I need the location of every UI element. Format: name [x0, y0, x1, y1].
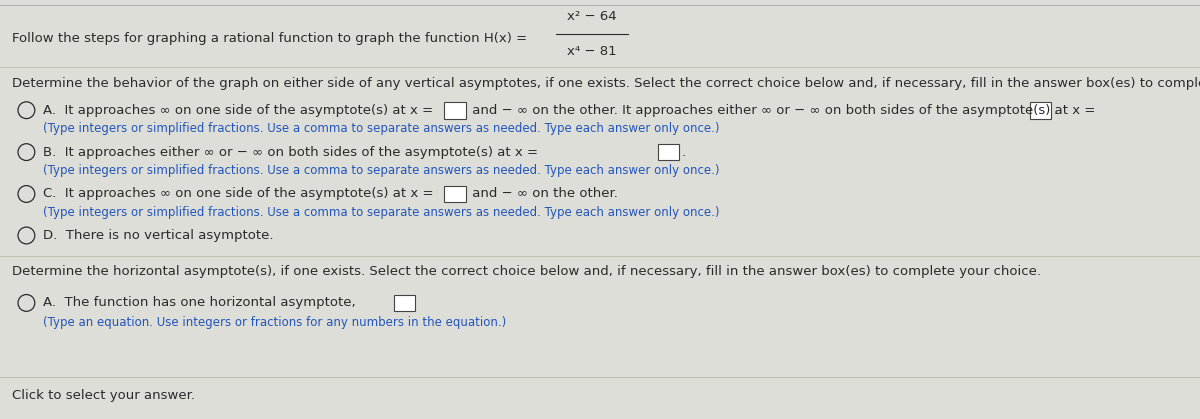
Text: x² − 64: x² − 64: [566, 10, 617, 23]
Text: A.  It approaches ∞ on one side of the asymptote(s) at x =: A. It approaches ∞ on one side of the as…: [43, 103, 433, 117]
Text: .: .: [1054, 103, 1057, 117]
Text: (Type integers or simplified fractions. Use a comma to separate answers as neede: (Type integers or simplified fractions. …: [43, 122, 720, 135]
Text: and − ∞ on the other. It approaches either ∞ or − ∞ on both sides of the asympto: and − ∞ on the other. It approaches eith…: [468, 103, 1096, 117]
Bar: [444, 186, 466, 202]
Text: (Type integers or simplified fractions. Use a comma to separate answers as neede: (Type integers or simplified fractions. …: [43, 164, 720, 177]
Text: (Type integers or simplified fractions. Use a comma to separate answers as neede: (Type integers or simplified fractions. …: [43, 206, 720, 219]
Text: D.  There is no vertical asymptote.: D. There is no vertical asymptote.: [43, 229, 274, 242]
Text: A.  The function has one horizontal asymptote,: A. The function has one horizontal asymp…: [43, 296, 356, 310]
Bar: [1030, 102, 1051, 119]
Text: Determine the horizontal asymptote(s), if one exists. Select the correct choice : Determine the horizontal asymptote(s), i…: [12, 265, 1042, 278]
Bar: [394, 295, 415, 311]
Text: Click to select your answer.: Click to select your answer.: [12, 389, 194, 403]
Text: x⁴ − 81: x⁴ − 81: [566, 44, 617, 58]
Text: Determine the behavior of the graph on either side of any vertical asymptotes, i: Determine the behavior of the graph on e…: [12, 77, 1200, 91]
Text: C.  It approaches ∞ on one side of the asymptote(s) at x =: C. It approaches ∞ on one side of the as…: [43, 187, 433, 201]
Text: .: .: [682, 145, 685, 159]
Text: (Type an equation. Use integers or fractions for any numbers in the equation.): (Type an equation. Use integers or fract…: [43, 316, 506, 329]
Text: B.  It approaches either ∞ or − ∞ on both sides of the asymptote(s) at x =: B. It approaches either ∞ or − ∞ on both…: [43, 145, 539, 159]
Text: and − ∞ on the other.: and − ∞ on the other.: [468, 187, 618, 201]
Bar: [658, 144, 679, 160]
Text: Follow the steps for graphing a rational function to graph the function H(x) =: Follow the steps for graphing a rational…: [12, 32, 527, 45]
Bar: [444, 102, 466, 119]
